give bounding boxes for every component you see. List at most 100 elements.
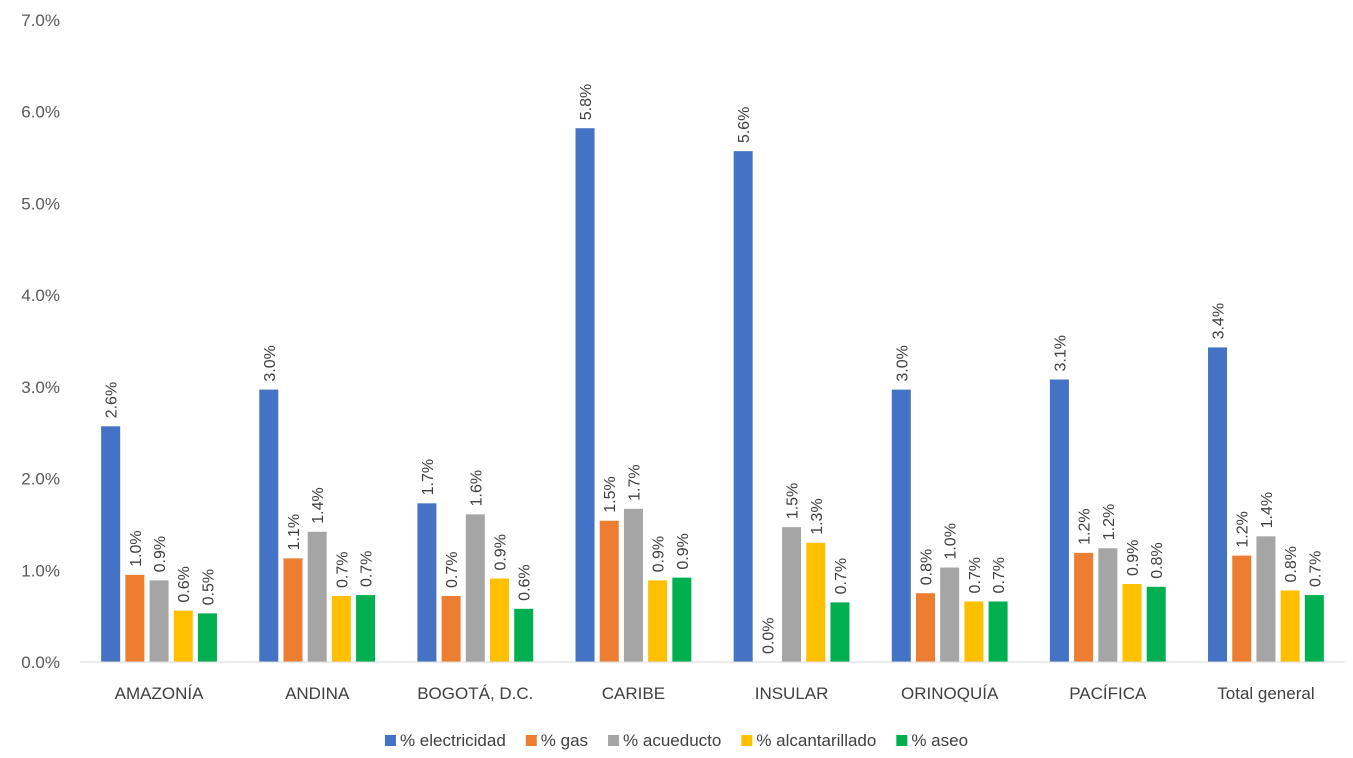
bar [1146, 586, 1166, 662]
data-label: 0.9% [651, 536, 668, 572]
data-label: 0.9% [1125, 540, 1142, 576]
data-label: 1.0% [128, 530, 145, 566]
data-label: 3.0% [262, 345, 279, 381]
data-label: 1.1% [286, 514, 303, 550]
category-label: ORINOQUÍA [901, 684, 999, 703]
data-label: 0.8% [1149, 542, 1166, 578]
data-label: 1.7% [626, 464, 643, 500]
data-label: 0.7% [334, 551, 351, 587]
y-axis: 0.0% 1.0% 2.0% 3.0% 4.0% 5.0% 6.0% 7.0% [21, 11, 60, 672]
bar [599, 520, 619, 662]
data-label: 0.6% [176, 566, 193, 602]
category-label: ANDINA [285, 684, 350, 703]
legend-label: % alcantarillado [756, 731, 876, 750]
bar [940, 567, 960, 662]
bar [575, 128, 595, 663]
x-axis: AMAZONÍA ANDINA BOGOTÁ, D.C. CARIBE INSULAR O… [80, 661, 1345, 703]
category-label: INSULAR [755, 684, 829, 703]
bar [988, 601, 1008, 662]
data-label: 0.9% [493, 534, 510, 570]
data-label: 0.7% [1307, 551, 1324, 587]
bar [307, 531, 327, 662]
bar [915, 593, 935, 662]
bar [672, 577, 692, 662]
legend-label: % acueducto [623, 731, 721, 750]
data-label: 1.6% [468, 470, 485, 506]
legend-swatch [741, 735, 753, 746]
y-tick-label: 7.0% [21, 11, 60, 30]
data-label: 0.7% [359, 551, 376, 587]
bar [623, 508, 643, 662]
bar [259, 389, 279, 662]
data-label: 0.8% [1283, 546, 1300, 582]
data-label: 0.7% [967, 557, 984, 593]
y-tick-label: 4.0% [21, 286, 60, 305]
data-label: 1.3% [809, 498, 826, 534]
data-label: 2.6% [104, 382, 121, 418]
bar [733, 151, 753, 662]
bar [1074, 552, 1094, 662]
data-label: 0.5% [200, 569, 217, 605]
data-label: 1.4% [310, 487, 327, 523]
bar [356, 595, 376, 662]
data-label: 0.8% [918, 549, 935, 585]
category-label: CARIBE [602, 684, 665, 703]
data-label: 0.7% [833, 558, 850, 594]
bar [465, 514, 485, 662]
bar [1232, 555, 1252, 662]
data-label: 0.9% [152, 536, 169, 572]
legend-label: % aseo [911, 731, 968, 750]
bar [490, 578, 510, 662]
legend: % electricidad % gas % acueducto % alcantar… [384, 731, 968, 750]
bars [101, 128, 1324, 663]
y-tick-label: 3.0% [21, 378, 60, 397]
bar [125, 574, 145, 662]
category-label: AMAZONÍA [115, 684, 204, 703]
bar [197, 613, 217, 662]
data-label: 0.6% [517, 564, 534, 600]
bar [1280, 590, 1300, 662]
bar [830, 602, 850, 662]
y-tick-label: 6.0% [21, 103, 60, 122]
data-label: 1.5% [602, 476, 619, 512]
category-label: Total general [1217, 684, 1314, 703]
category-label: PACÍFICA [1069, 684, 1147, 703]
data-labels: 2.6% 1.0% 0.9% 0.6% 0.5% 3.0% 1.1% 1.4% 0.7% 0.7%… [104, 84, 1325, 654]
data-label: 1.2% [1101, 504, 1118, 540]
bar [891, 389, 911, 662]
legend-label: % electricidad [400, 731, 506, 750]
bar [1049, 379, 1069, 662]
bar [964, 601, 984, 662]
bar [283, 558, 303, 662]
category-label: BOGOTÁ, D.C. [417, 684, 533, 703]
bar [417, 503, 437, 662]
bar [149, 580, 169, 662]
data-label: 3.0% [894, 345, 911, 381]
bar [782, 527, 802, 662]
y-tick-label: 5.0% [21, 194, 60, 213]
data-label: 5.6% [736, 107, 753, 143]
data-label: 1.2% [1235, 511, 1252, 547]
bar [1256, 536, 1276, 662]
data-label: 3.1% [1052, 335, 1069, 371]
bar [331, 595, 351, 662]
data-label: 0.9% [675, 533, 692, 569]
data-label: 3.4% [1211, 303, 1228, 339]
data-label: 1.5% [785, 483, 802, 519]
legend-label: % gas [541, 731, 588, 750]
bar [441, 595, 461, 662]
bar [806, 542, 826, 662]
data-label: 1.7% [420, 459, 437, 495]
data-label: 0.7% [444, 551, 461, 587]
data-label: 0.0% [760, 618, 777, 654]
data-label: 1.2% [1077, 508, 1094, 544]
legend-swatch [384, 735, 396, 746]
data-label: 5.8% [578, 84, 595, 120]
bar [173, 610, 193, 662]
y-tick-label: 0.0% [21, 653, 60, 672]
y-tick-label: 2.0% [21, 470, 60, 489]
bar [648, 580, 668, 662]
legend-swatch [896, 735, 908, 746]
bar [1208, 347, 1228, 662]
